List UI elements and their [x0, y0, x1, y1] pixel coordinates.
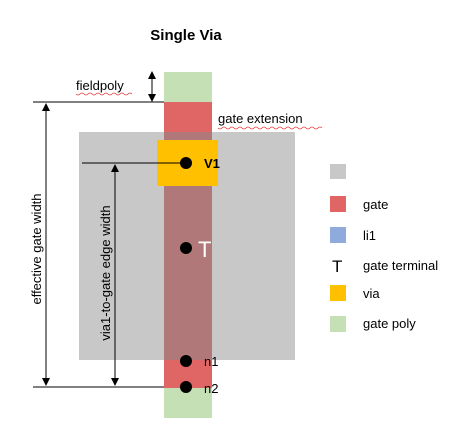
effective-width-arrowhead-top	[42, 103, 50, 111]
gate-extension-squiggle	[217, 126, 323, 130]
via-label: V1	[204, 156, 220, 171]
terminal-symbol: T	[198, 237, 211, 262]
legend-symbol-terminal: T	[332, 257, 342, 276]
legend: gate li1 T gate terminal via gate poly	[330, 164, 438, 332]
legend-swatch-via	[330, 285, 346, 301]
legend-label-li1: li1	[363, 228, 376, 243]
n1-label: n1	[204, 354, 218, 369]
fieldpoly-arrowhead-bottom	[148, 94, 156, 102]
legend-swatch-li1	[330, 227, 346, 243]
fieldpoly-arrowhead-top	[148, 71, 156, 79]
terminal-dot	[180, 242, 192, 254]
gate-poly-top	[164, 72, 212, 102]
legend-label-terminal: gate terminal	[363, 258, 438, 273]
effective-gate-width-label: effective gate width	[29, 193, 44, 304]
n2-dot	[180, 381, 192, 393]
fieldpoly-squiggle	[75, 92, 133, 96]
effective-width-arrowhead-bottom	[42, 378, 50, 386]
fieldpoly-label: fieldpoly	[76, 78, 124, 93]
n2-label: n2	[204, 381, 218, 396]
diagram-title: Single Via	[150, 27, 222, 44]
via-edge-arrowhead-bottom	[111, 378, 119, 386]
legend-swatch-gate	[330, 196, 346, 212]
gate-extension-label: gate extension	[218, 111, 303, 126]
gate-extension-top	[164, 102, 212, 132]
legend-label-gate: gate	[363, 197, 388, 212]
via-edge-arrowhead-top	[111, 164, 119, 172]
via-dot	[180, 157, 192, 169]
via-to-gate-edge-label: via1-to-gate edge width	[98, 205, 113, 340]
n1-dot	[180, 355, 192, 367]
legend-label-gate-poly: gate poly	[363, 316, 416, 331]
legend-label-via: via	[363, 286, 380, 301]
gate-poly-bottom	[164, 388, 212, 418]
legend-swatch-gate-poly	[330, 316, 346, 332]
legend-swatch-li1-region	[330, 164, 346, 179]
